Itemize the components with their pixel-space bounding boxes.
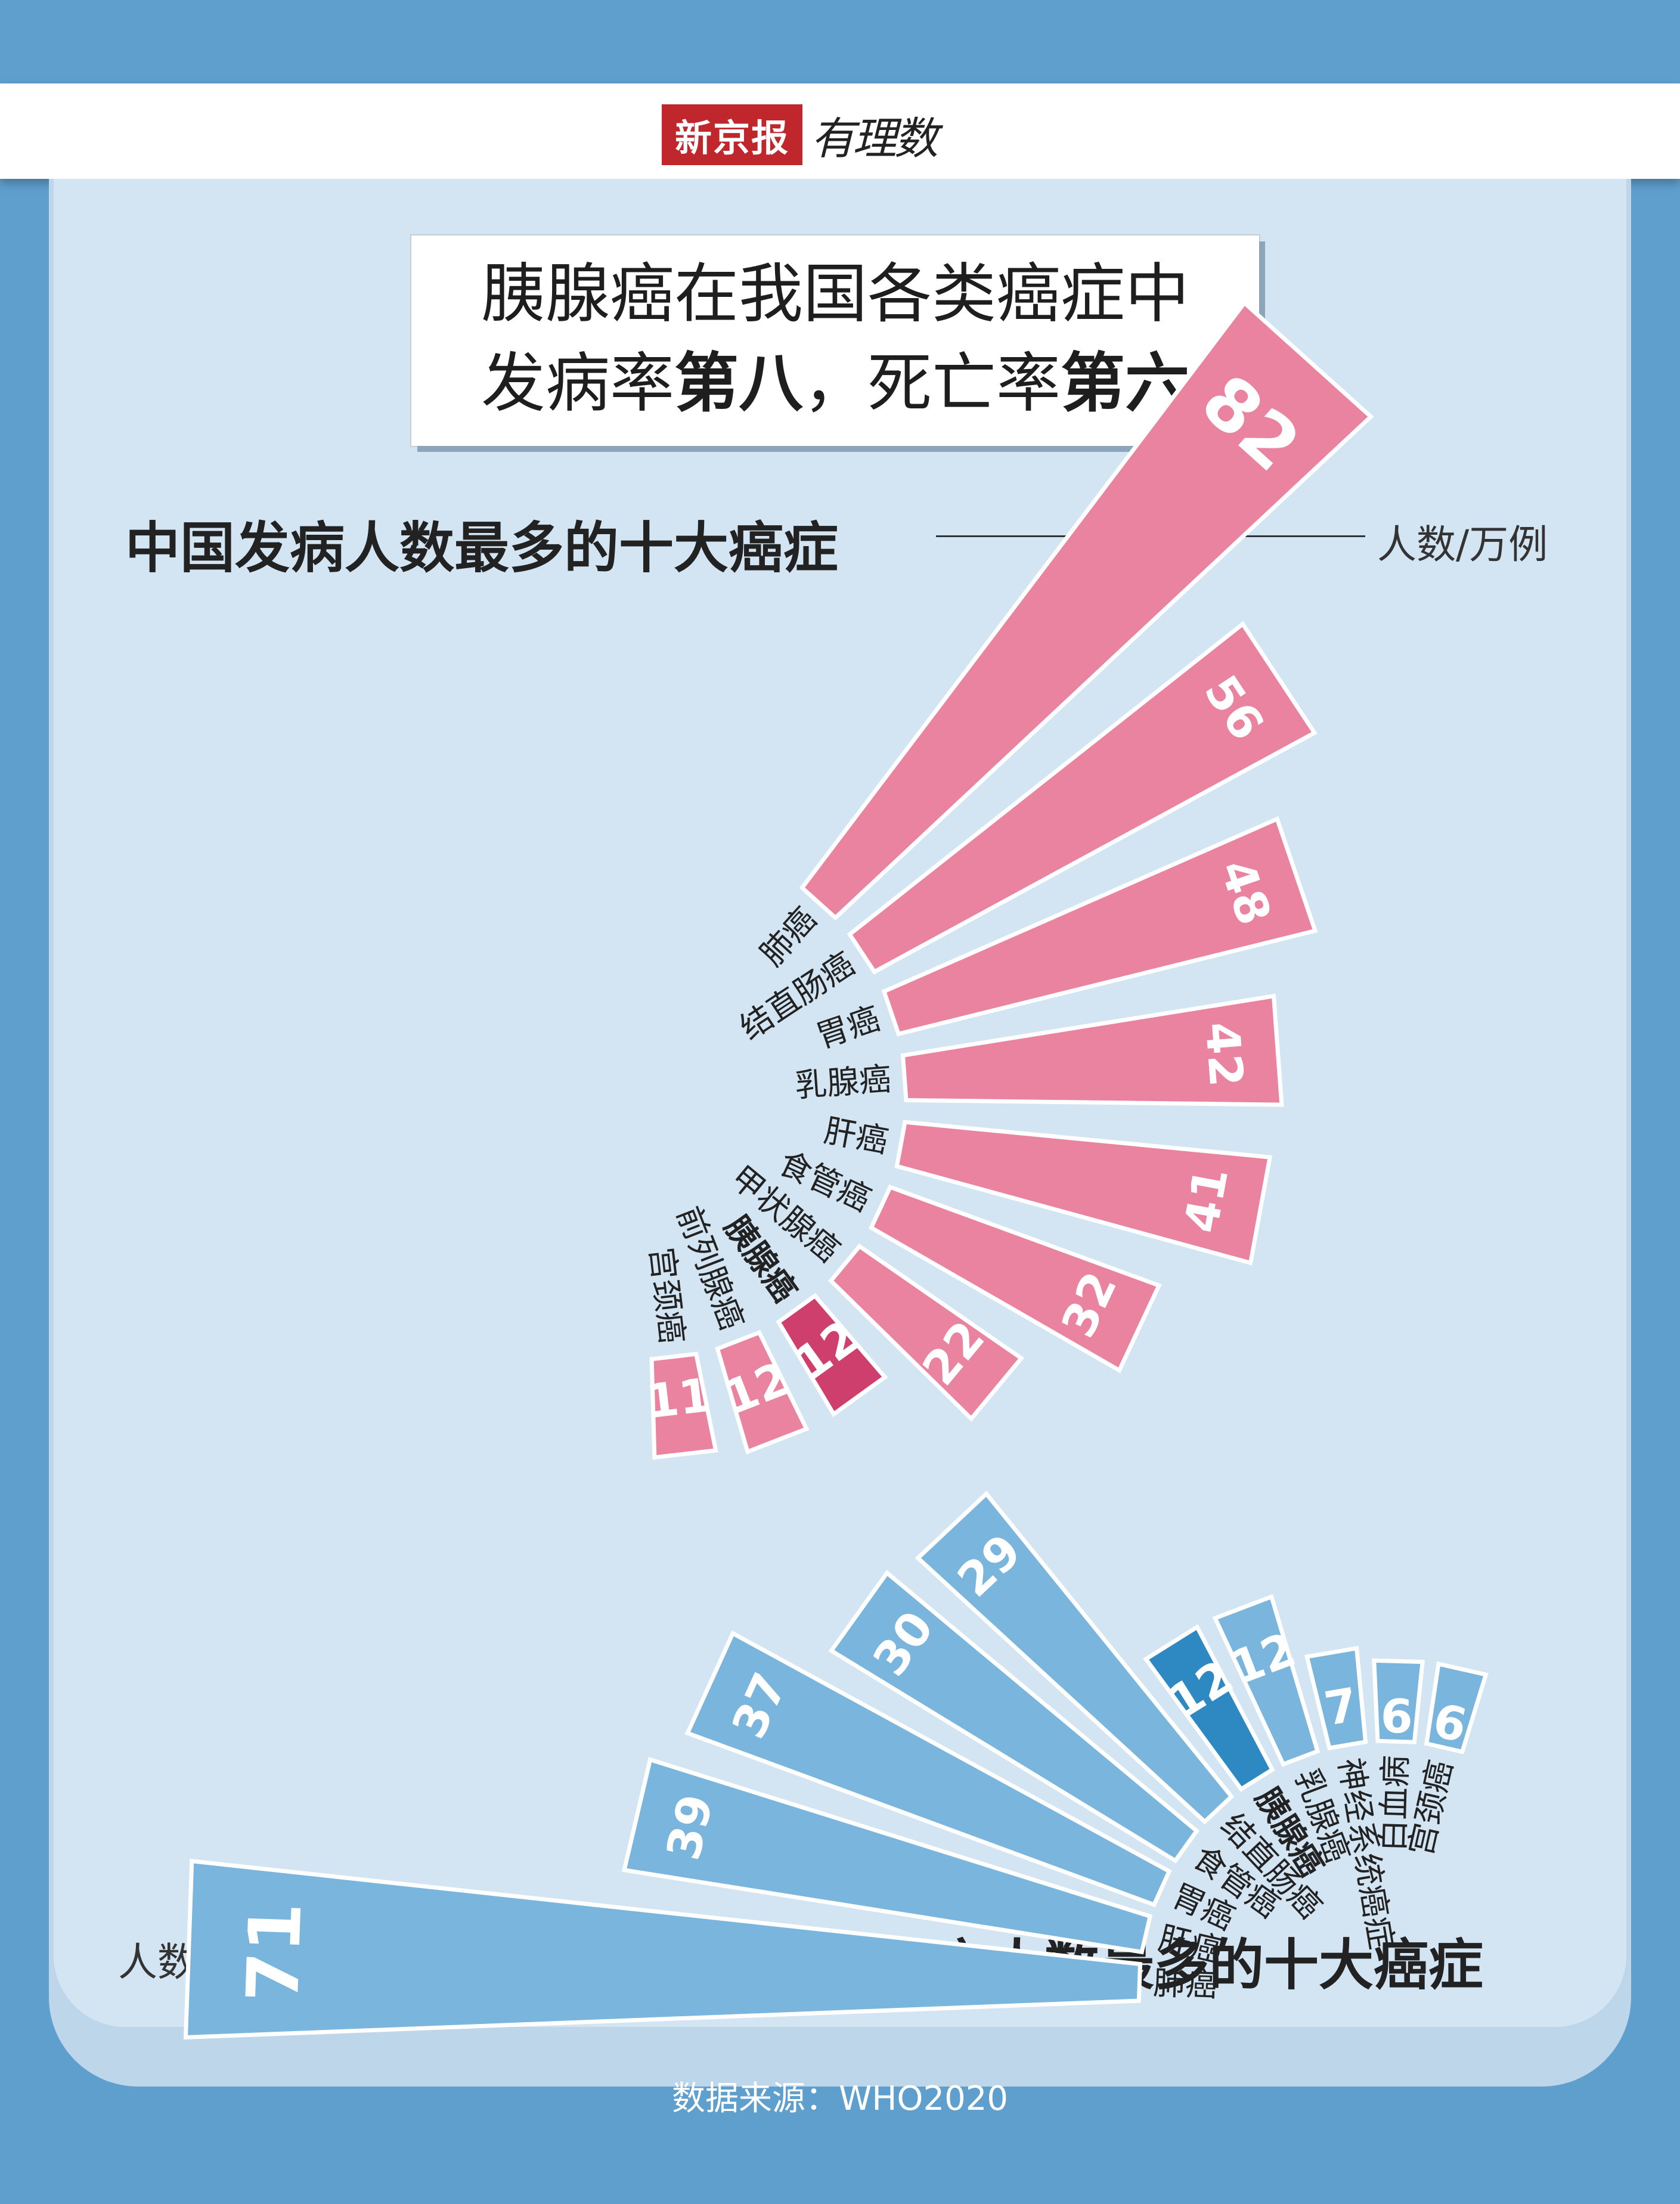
value-label: 71 <box>232 1901 318 2004</box>
incidence-chart-title: 中国发病人数最多的十大癌症 <box>125 516 839 580</box>
bar-肺癌 <box>799 299 1374 921</box>
bar-白血病 <box>1372 1658 1425 1744</box>
bar-宫颈癌 <box>1424 1661 1489 1754</box>
bar-前列腺癌 <box>715 1329 810 1455</box>
category-label: 宫颈癌 <box>643 1245 691 1346</box>
bar-宫颈癌 <box>649 1351 718 1460</box>
headline-line2: 发病率第八，死亡率第六 <box>481 346 1190 421</box>
brand-script-logo: 有理数 <box>811 113 938 165</box>
category-label: 肺癌 <box>1152 1964 1218 2004</box>
death-fan-chart: 71 肺癌39肝癌37胃癌30食管癌29结直肠癌12胰腺癌12乳腺癌7神经系统癌症… <box>183 1490 1489 2040</box>
data-source: 数据来源：WHO2020 <box>671 2079 1009 2118</box>
brand-red-logo: 新京报 <box>662 104 803 165</box>
bar-结直肠癌 <box>915 1490 1235 1825</box>
bar-乳腺癌 <box>900 993 1284 1107</box>
category-label: 胃癌 <box>811 999 885 1055</box>
headline-line1: 胰腺癌在我国各类癌症中 <box>481 257 1189 331</box>
bar-神经系统癌症 <box>1304 1645 1368 1751</box>
category-label: 白血病 <box>1374 1754 1414 1852</box>
category-label: 肝癌 <box>821 1112 891 1160</box>
bar-胰腺癌 <box>776 1292 888 1418</box>
header-bar <box>0 83 1680 179</box>
bar-胰腺癌 <box>1143 1624 1275 1792</box>
bar-甲状腺癌 <box>828 1243 1025 1422</box>
value-label: 41 <box>1174 1164 1239 1237</box>
bar-胃癌 <box>881 816 1318 1037</box>
value-label: 42 <box>1195 1020 1253 1089</box>
category-label: 乳腺癌 <box>793 1060 892 1105</box>
bar-食管癌 <box>868 1184 1162 1374</box>
bar-胃癌 <box>684 1630 1172 1908</box>
bar-结直肠癌 <box>847 621 1318 975</box>
incidence-unit-label: 人数/万例 <box>1377 522 1548 568</box>
headline-box: 胰腺癌在我国各类癌症中 发病率第八，死亡率第六 <box>411 235 1259 446</box>
value-label: 6 <box>1380 1690 1414 1744</box>
value-label: 11 <box>644 1369 714 1430</box>
bar-食管癌 <box>828 1570 1200 1864</box>
brand-logo: 新京报 有理数 <box>662 104 938 165</box>
bar-乳腺癌 <box>1212 1594 1321 1767</box>
bar-肝癌 <box>894 1120 1273 1266</box>
bar-肝癌 <box>621 1757 1153 1955</box>
bar-肺癌 <box>183 1858 1143 2040</box>
